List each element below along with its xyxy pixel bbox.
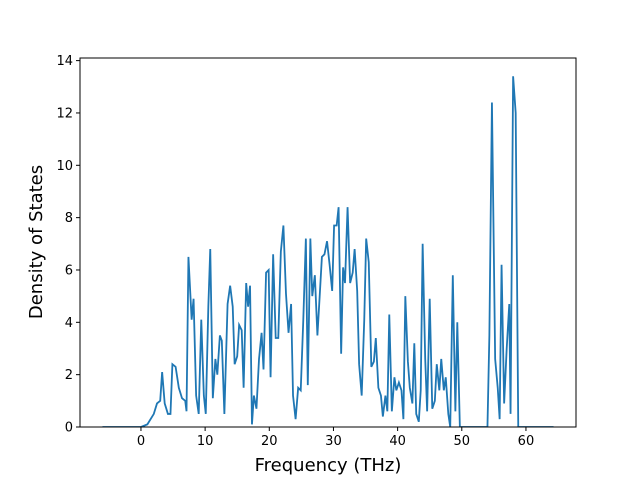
y-tick-label: 14 bbox=[56, 54, 73, 69]
x-axis-label: Frequency (THz) bbox=[255, 455, 402, 476]
y-tick-label: 8 bbox=[65, 211, 73, 226]
y-tick-label: 6 bbox=[65, 263, 73, 278]
x-tick-label: 60 bbox=[518, 434, 535, 449]
y-axis-label: Density of States bbox=[26, 165, 47, 319]
x-tick-label: 20 bbox=[261, 434, 278, 449]
x-tick-label: 40 bbox=[389, 434, 406, 449]
x-tick-label: 50 bbox=[454, 434, 471, 449]
y-tick-label: 4 bbox=[65, 316, 73, 331]
dos-line bbox=[102, 76, 554, 427]
y-tick-label: 0 bbox=[65, 421, 73, 436]
plot-frame bbox=[79, 57, 577, 428]
x-tick-label: 0 bbox=[137, 434, 145, 449]
y-tick-label: 10 bbox=[56, 159, 73, 174]
y-tick-label: 12 bbox=[56, 106, 73, 121]
x-tick-label: 30 bbox=[325, 434, 342, 449]
x-tick-label: 10 bbox=[197, 434, 214, 449]
y-tick-label: 2 bbox=[65, 368, 73, 383]
